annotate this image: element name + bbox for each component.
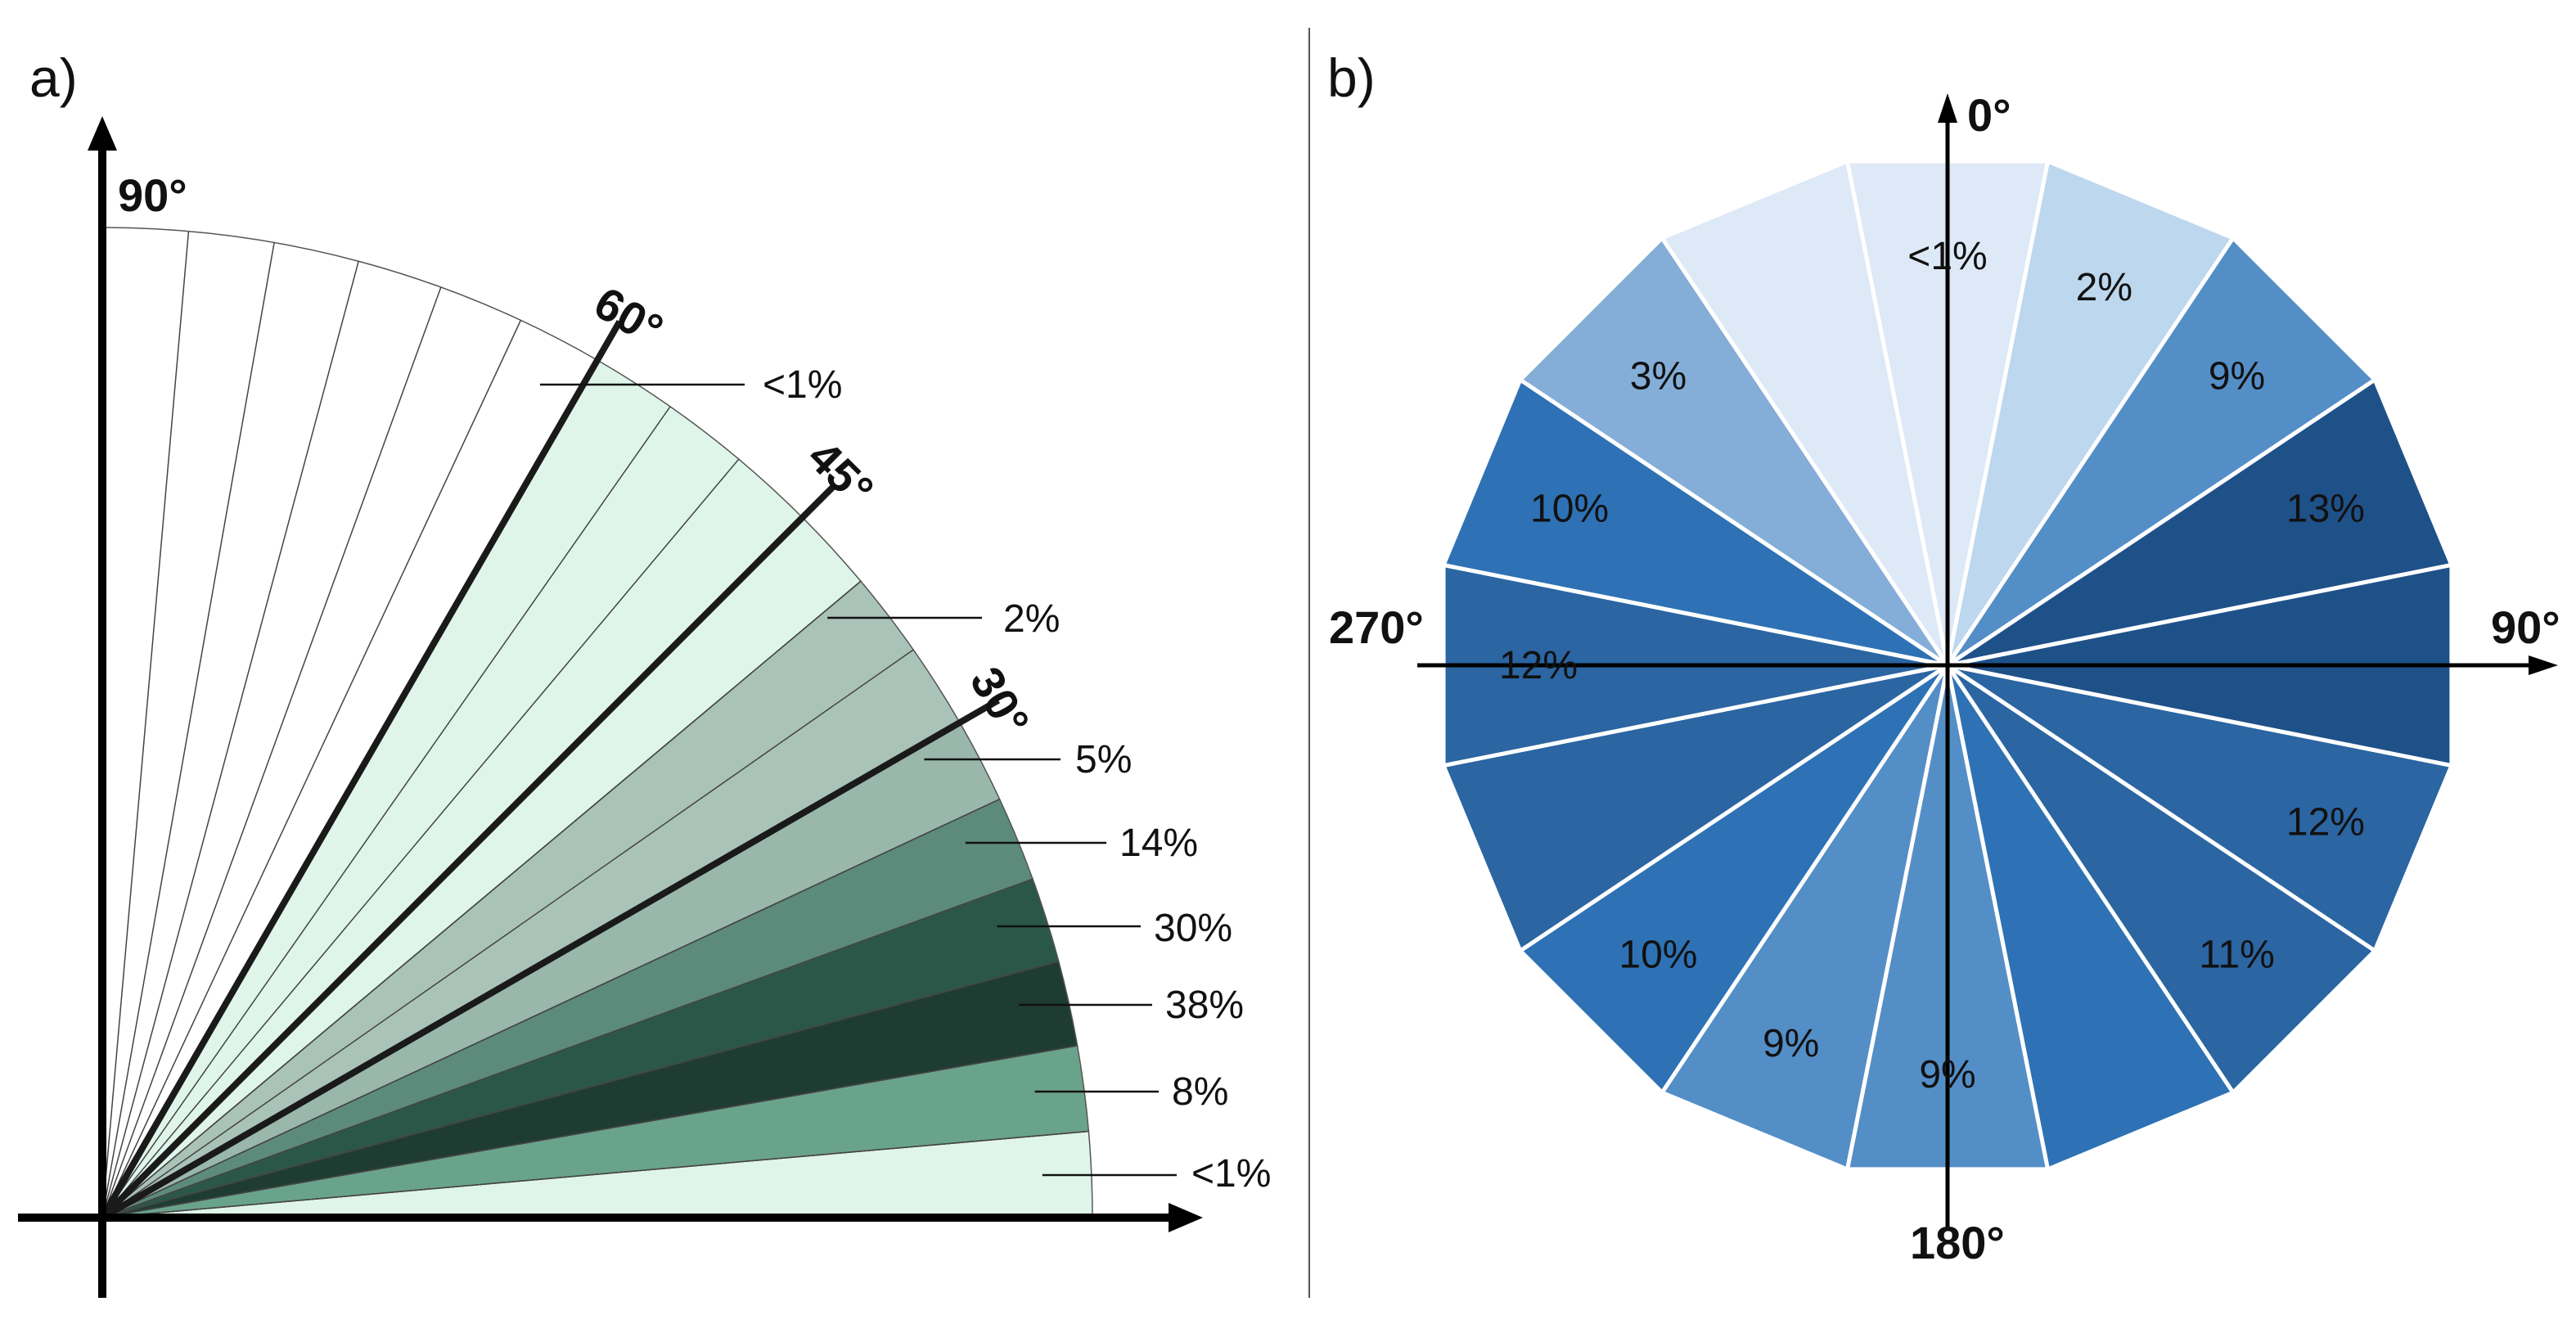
panel-b-percent-label-135: 11% <box>2199 934 2275 977</box>
panel-a-reference-lines <box>99 319 1001 1221</box>
panel-b-percent-label-112.5: 12% <box>2286 800 2365 844</box>
panel-b-percent-label-270: 12% <box>1499 644 1578 687</box>
panel-a-gridline-15 <box>101 961 1059 1218</box>
panel-a-gridline-25 <box>101 798 1000 1218</box>
panel-b-east-arrowhead <box>2529 655 2558 675</box>
panel-b-percent-label-292.5: 10% <box>1530 488 1609 531</box>
panel-a-reference-line-45 <box>100 484 836 1220</box>
panel-a-gridline-65 <box>101 320 522 1218</box>
panel-b-percent-label-180: 9% <box>1919 1053 1975 1097</box>
panel-b-percent-label-315: 3% <box>1630 354 1687 398</box>
panel-a-y-axis-arrowhead <box>88 116 117 151</box>
panel-b-percent-label-22.5: 2% <box>2076 266 2132 309</box>
angle-label-30: 30° <box>961 659 1040 745</box>
axis-label-270: 270° <box>1329 601 1424 653</box>
percent-label-30-40: 2% <box>1003 597 1060 641</box>
panel-a-label: a) <box>29 47 78 108</box>
axis-label-90: 90° <box>2491 601 2560 653</box>
panel-a-gridline-10 <box>101 1045 1078 1218</box>
panel-b-percent-label-225: 10% <box>1619 934 1697 977</box>
panel-b-percent-labels: <1% 2% 9% 13% 12% 11% 9% 9% 10% 12% 10% 3% <box>1499 235 2365 1097</box>
panel-b-percent-label-202.5: 9% <box>1763 1022 1819 1065</box>
panel-a-gridline-55 <box>101 406 671 1218</box>
panel-b-percent-label-0: <1% <box>1907 235 1987 278</box>
panel-b-percent-label-67.5: 13% <box>2286 488 2365 531</box>
panel-b-label: b) <box>1327 47 1376 108</box>
axis-label-180: 180° <box>1910 1217 2005 1268</box>
panel-a-gridline-40 <box>101 580 862 1218</box>
panel-a-reference-line-30 <box>101 697 1001 1221</box>
panel-a-gridline-50 <box>101 458 740 1218</box>
panel-a-gridline-5 <box>101 1130 1089 1218</box>
panel-a-reference-line-60 <box>99 319 623 1220</box>
panel-b-north-arrowhead <box>1938 93 1957 123</box>
panel-a-x-axis-arrowhead <box>1169 1203 1203 1232</box>
percent-label-10-15: 38% <box>1165 984 1244 1027</box>
percent-label-20-25: 14% <box>1119 822 1198 865</box>
panel-b-compass-rose: b) 0° 90° 180° 270° <1% 2% 9% 13% 12% 11% 9% 9%… <box>1327 47 2560 1268</box>
percent-label-40-60: <1% <box>763 363 842 407</box>
panel-a-leader-lines <box>539 383 1177 1177</box>
panel-a-gridline-35 <box>101 649 914 1218</box>
percent-label-0-5: <1% <box>1191 1152 1271 1196</box>
percent-label-15-20: 30% <box>1154 907 1232 950</box>
panel-a-quarter-rose: a) 90° 60° 45° 30° <1% 2% 5% 14% 30% 38%… <box>18 47 1271 1298</box>
angle-label-60: 60° <box>586 277 672 356</box>
angle-label-45: 45° <box>799 430 884 516</box>
panel-a-sector-group <box>101 227 1093 1220</box>
panel-a-gridline-70 <box>101 286 442 1218</box>
panel-b-percent-label-45: 9% <box>2209 354 2265 398</box>
panel-b-sector-group <box>1441 159 2454 1172</box>
panel-a-sector-60-90 <box>101 227 599 1220</box>
panel-a-gridline-80 <box>101 242 275 1218</box>
angle-label-90: 90° <box>118 169 187 221</box>
percent-label-5-10: 8% <box>1172 1070 1228 1114</box>
panel-a-gridline-75 <box>101 261 359 1218</box>
panel-a-gridline-20 <box>101 878 1034 1218</box>
axis-label-0: 0° <box>1967 89 2011 141</box>
panel-b-sector-337.5 <box>1660 159 1950 668</box>
panel-a-gridline-85 <box>101 231 190 1218</box>
percent-label-25-30: 5% <box>1075 738 1132 781</box>
